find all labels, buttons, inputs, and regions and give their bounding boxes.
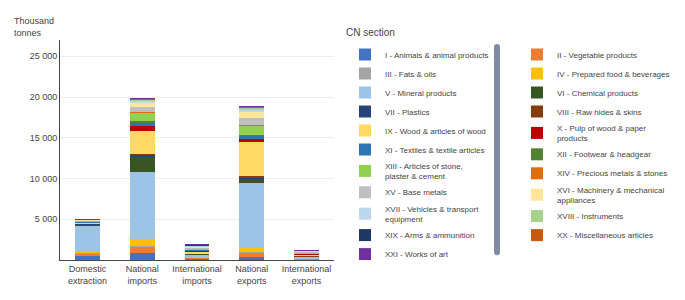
svg-text:CN section: CN section: [346, 27, 395, 38]
svg-text:VIII - Raw hides & skins: VIII - Raw hides & skins: [557, 108, 641, 117]
svg-text:10 000: 10 000: [30, 174, 58, 184]
svg-text:Internationalimports: Internationalimports: [172, 264, 222, 286]
svg-text:Internationalexports: Internationalexports: [282, 264, 332, 286]
svg-text:XIX - Arms & ammunition: XIX - Arms & ammunition: [385, 231, 474, 240]
svg-text:15 000: 15 000: [30, 133, 58, 143]
svg-text:Nationalimports: Nationalimports: [126, 264, 159, 286]
svg-text:Domesticextraction: Domesticextraction: [68, 264, 107, 286]
svg-text:XIII - Articles of stone,plast: XIII - Articles of stone,plaster & cemen…: [385, 162, 463, 181]
svg-text:5 000: 5 000: [35, 214, 58, 224]
svg-text:XVII - Vehicles & transportequ: XVII - Vehicles & transportequipment: [385, 205, 479, 224]
svg-text:Thousandtonnes: Thousandtonnes: [14, 16, 54, 38]
svg-text:VI - Chemical products: VI - Chemical products: [557, 89, 638, 98]
svg-text:X - Pulp of wood & paperproduc: X - Pulp of wood & paperproducts: [557, 124, 646, 143]
svg-text:XV - Base metals: XV - Base metals: [385, 188, 447, 197]
svg-text:XVIII - Instruments: XVIII - Instruments: [557, 212, 623, 221]
svg-text:XXI - Works of art: XXI - Works of art: [385, 250, 449, 259]
svg-text:IV - Prepared food & beverages: IV - Prepared food & beverages: [557, 70, 670, 79]
svg-text:Nationalexports: Nationalexports: [235, 264, 268, 286]
svg-text:VII - Plastics: VII - Plastics: [385, 108, 429, 117]
svg-text:I - Animals & animal products: I - Animals & animal products: [385, 51, 489, 60]
svg-text:XII - Footwear & headgear: XII - Footwear & headgear: [557, 150, 651, 159]
svg-text:II - Vegetable products: II - Vegetable products: [557, 51, 637, 60]
svg-text:XIV - Precious metals & stones: XIV - Precious metals & stones: [557, 169, 667, 178]
svg-text:V - Mineral products: V - Mineral products: [385, 89, 457, 98]
svg-text:III - Fats & oils: III - Fats & oils: [385, 70, 436, 79]
svg-text:XX - Miscellaneous articles: XX - Miscellaneous articles: [557, 231, 653, 240]
svg-text:20 000: 20 000: [30, 92, 58, 102]
svg-text:XVI - Machinery & mechanicalap: XVI - Machinery & mechanicalappliances: [557, 186, 664, 205]
svg-text:25 000: 25 000: [30, 51, 58, 61]
svg-text:XI - Textiles & textile articl: XI - Textiles & textile articles: [385, 146, 484, 155]
svg-text:IX - Wood & articles of wood: IX - Wood & articles of wood: [385, 127, 486, 136]
